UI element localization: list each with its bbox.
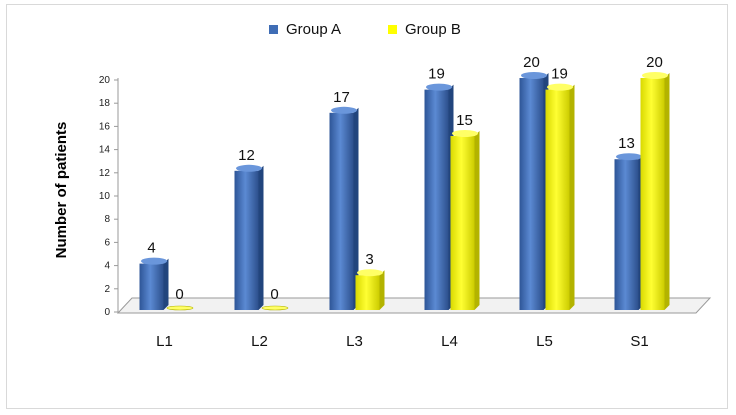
y-tick-label: 14 [99,145,111,156]
y-tick-label: 8 [104,214,110,225]
data-label: 20 [523,54,540,71]
bar-body [519,78,544,310]
bar [545,83,575,310]
bar-top [357,269,383,277]
bar [234,164,264,310]
y-tick-label: 2 [104,284,110,295]
legend: Group A Group B [269,21,461,38]
bar [329,106,359,310]
bar-top [331,106,357,114]
bar-top [261,305,289,311]
data-label: 0 [270,286,278,303]
legend-swatch-group-b [388,25,397,34]
data-labels: 4 12 17 19 20 13 0 0 3 15 19 20 [147,54,663,303]
bar-side [379,270,385,310]
bar [355,269,385,310]
bar-body [355,275,380,310]
y-tick-label: 4 [104,261,110,272]
data-label: 4 [147,240,155,257]
bar-side [163,258,169,310]
bar-body [450,136,475,310]
bar [261,305,289,311]
legend-label-group-b: Group B [405,21,461,38]
bar-top [236,164,262,172]
bar-body [614,159,639,310]
bar-top [521,72,547,79]
data-label: 19 [428,66,445,83]
legend-label-group-a: Group A [286,21,341,38]
bar-side [474,131,480,310]
x-tick-label: L2 [251,333,268,350]
data-label: 12 [238,147,255,164]
bar [450,130,480,310]
y-tick-label: 16 [99,121,111,132]
legend-swatch-group-a [269,25,278,34]
data-label: 19 [551,66,568,83]
bar-body [329,112,354,310]
bar [424,83,454,310]
bar-top [616,153,642,161]
bar-side [258,165,264,310]
y-tick-label: 18 [99,98,111,109]
bar-body [424,89,449,310]
x-tick-label: L3 [346,333,363,350]
y-tick-label: 10 [99,191,111,202]
bar-body [640,78,665,310]
bar [614,153,644,310]
bar-top [426,83,452,91]
y-tick-label: 12 [99,168,111,179]
bar-top [141,257,167,265]
bar [139,257,169,310]
bar-top [452,130,478,137]
data-label: 0 [175,286,183,303]
bar [166,305,194,311]
bar-top [642,72,668,79]
data-label: 3 [365,251,373,268]
y-tick-label: 20 [99,75,111,86]
bar-body [139,263,164,310]
x-tick-label: L1 [156,333,173,350]
bar-top [547,83,573,91]
bar-side [664,73,670,310]
data-label: 20 [646,54,663,71]
data-label: 15 [456,112,473,129]
bar-side [353,107,359,310]
bar-top [166,305,194,311]
chart-frame [6,4,728,409]
y-tick-label: 6 [104,237,110,248]
data-label: 13 [618,135,635,152]
bar [640,72,670,310]
x-tick-label: L5 [536,333,553,350]
bar [519,72,549,310]
data-label: 17 [333,89,350,106]
y-axis-label: Number of patients [53,122,70,259]
bar-side [569,84,575,310]
bar-body [545,89,570,310]
y-tick-label: 0 [104,307,110,318]
x-tick-label: S1 [630,333,648,350]
bars [139,72,670,311]
bar-body [234,170,259,310]
x-tick-label: L4 [441,333,458,350]
